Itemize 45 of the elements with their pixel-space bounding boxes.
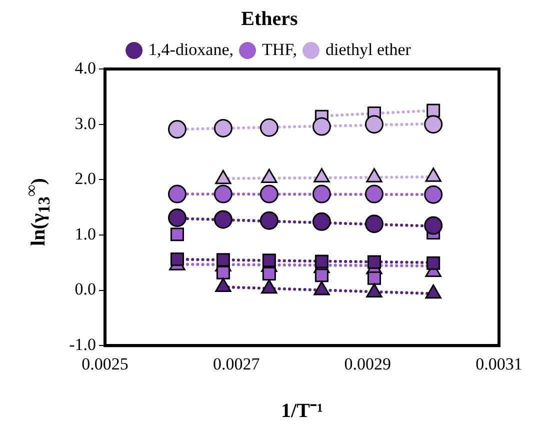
point bbox=[314, 268, 328, 282]
point bbox=[216, 266, 230, 280]
point bbox=[262, 254, 276, 268]
legend-label: 1,4-dioxane, bbox=[148, 40, 234, 59]
point bbox=[168, 184, 186, 204]
point bbox=[214, 118, 232, 138]
point bbox=[260, 211, 278, 230]
x-tick-label: 0.0029 bbox=[344, 354, 392, 374]
point bbox=[367, 255, 381, 269]
point bbox=[260, 184, 278, 204]
point bbox=[312, 117, 331, 136]
y-tick-label: 0.0 bbox=[74, 280, 96, 299]
point bbox=[426, 256, 440, 270]
y-tick-label: 3.0 bbox=[74, 114, 96, 133]
y-tick-label: 2.0 bbox=[74, 169, 96, 188]
x-axis-title: 1/T⁻¹ bbox=[281, 399, 323, 423]
point bbox=[214, 210, 232, 229]
x-tick-label: 0.0031 bbox=[476, 354, 522, 374]
legend-label: THF, bbox=[262, 40, 298, 59]
legend-label: diethyl ether bbox=[326, 40, 412, 59]
point bbox=[424, 115, 443, 134]
point bbox=[170, 228, 184, 242]
point bbox=[424, 185, 443, 204]
point bbox=[364, 115, 384, 134]
chart-title: Ethers bbox=[241, 8, 298, 30]
y-tick-label: 4.0 bbox=[74, 58, 96, 78]
point bbox=[216, 253, 230, 267]
point bbox=[367, 271, 381, 285]
point bbox=[168, 208, 186, 228]
point bbox=[262, 266, 276, 280]
point bbox=[168, 120, 186, 139]
x-tick-label: 0.0027 bbox=[212, 354, 260, 374]
point bbox=[424, 216, 443, 235]
point bbox=[312, 212, 331, 231]
point bbox=[364, 214, 384, 234]
x-tick-label: 0.0025 bbox=[82, 354, 128, 374]
point bbox=[214, 184, 232, 204]
y-tick-label: -1.0 bbox=[69, 335, 96, 354]
point bbox=[170, 252, 184, 266]
y-tick-label: 1.0 bbox=[74, 224, 96, 244]
point bbox=[312, 184, 331, 204]
point bbox=[364, 184, 384, 204]
point bbox=[260, 118, 278, 137]
point bbox=[426, 104, 440, 118]
point bbox=[314, 254, 328, 268]
